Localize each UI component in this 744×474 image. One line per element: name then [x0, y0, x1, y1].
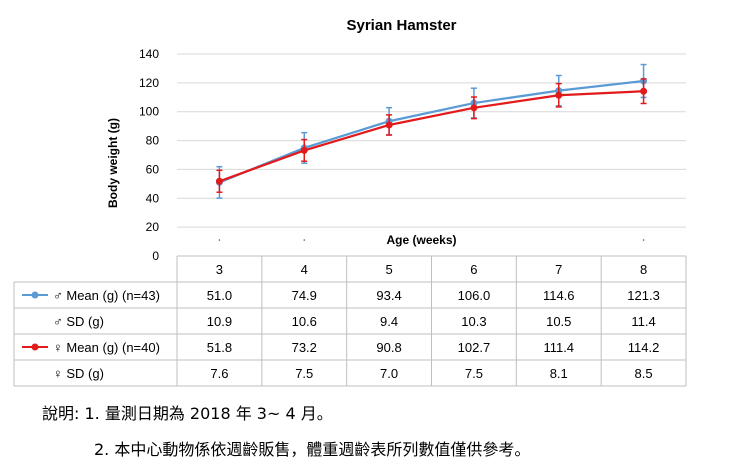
y-tick-label: 100	[139, 105, 159, 119]
table-cell-sd: 9.4	[380, 314, 398, 329]
note-line-1: 說明: 1. 量測日期為 2018 年 3~ 4 月。	[42, 404, 333, 423]
table-cell-sd: 7.5	[295, 366, 313, 381]
table-cell-mean: 111.4	[543, 340, 574, 355]
table-cell-sd: 10.9	[207, 314, 232, 329]
table-cell-mean: 102.7	[458, 340, 491, 355]
x-axis-label: Age (weeks)	[386, 233, 456, 247]
table-cell-mean: 114.2	[628, 340, 660, 355]
table-cell-sd: 7.0	[380, 366, 398, 381]
table-cell-mean: 121.3	[627, 288, 660, 303]
table-cell-mean: 51.8	[207, 340, 232, 355]
y-tick-label: 60	[146, 162, 160, 176]
x-tick-mark	[642, 239, 645, 241]
table-cell-mean: 114.6	[543, 288, 575, 303]
table-cell-sd: 8.1	[550, 366, 568, 381]
legend-key-marker	[31, 291, 39, 299]
table-cell-mean: 93.4	[376, 288, 401, 303]
table-cell-sd: 10.3	[461, 314, 486, 329]
table-cell-sd: 8.5	[635, 366, 653, 381]
sd-row-label: ♂ SD (g)	[53, 314, 104, 329]
table-cell-mean: 74.9	[292, 288, 317, 303]
x-tick-label: 3	[216, 262, 223, 277]
x-tick-label: 7	[555, 262, 562, 277]
data-point	[385, 121, 393, 129]
sd-row-label: ♀ SD (g)	[53, 366, 104, 381]
data-point	[215, 177, 223, 185]
table-cell-mean: 106.0	[458, 288, 491, 303]
x-tick-label: 4	[301, 262, 308, 277]
note-line-2: 2. 本中心動物係依週齡販售，體重週齡表所列數值僅供參考。	[94, 440, 531, 459]
y-tick-label: 120	[139, 76, 159, 90]
y-tick-label: 40	[146, 191, 160, 205]
y-tick-label: 0	[152, 249, 159, 263]
legend-key-marker	[31, 343, 39, 351]
legend-entry: ♂ Mean (g) (n=43)	[53, 288, 160, 303]
table-cell-sd: 7.5	[465, 366, 483, 381]
x-tick-mark	[303, 239, 306, 241]
x-tick-mark	[218, 239, 221, 241]
series-area	[215, 63, 648, 199]
y-axis-label: Body weight (g)	[106, 118, 120, 208]
table-cell-sd: 11.4	[631, 314, 655, 329]
chart: Syrian Hamster 0 20 40 60 80 100 120 140 Body wei…	[13, 17, 687, 387]
series-line	[219, 90, 644, 183]
data-point	[470, 104, 478, 112]
data-point	[640, 87, 648, 95]
chart-title: Syrian Hamster	[346, 17, 456, 34]
x-tick-label: 5	[385, 262, 392, 277]
table-cell-mean: 73.2	[292, 340, 317, 355]
x-tick-label: 8	[640, 262, 647, 277]
table-cell-sd: 10.5	[546, 314, 571, 329]
legend-entry: ♀ Mean (g) (n=40)	[53, 340, 160, 355]
series-line	[218, 79, 644, 184]
y-tick-label: 80	[146, 134, 160, 148]
x-tick-label: 6	[470, 262, 477, 277]
data-point	[300, 146, 308, 154]
table-cell-sd: 7.6	[210, 366, 228, 381]
y-tick-label: 20	[146, 220, 160, 234]
data-point	[555, 91, 563, 99]
table-cell-mean: 90.8	[376, 340, 401, 355]
gridlines	[177, 53, 686, 241]
table-cell-sd: 10.6	[292, 314, 317, 329]
chart-text: Syrian Hamster 0 20 40 60 80 100 120 140 Body wei…	[53, 17, 660, 381]
table-cell-mean: 51.0	[207, 288, 232, 303]
y-tick-label: 140	[139, 47, 159, 61]
data-table	[13, 255, 687, 387]
